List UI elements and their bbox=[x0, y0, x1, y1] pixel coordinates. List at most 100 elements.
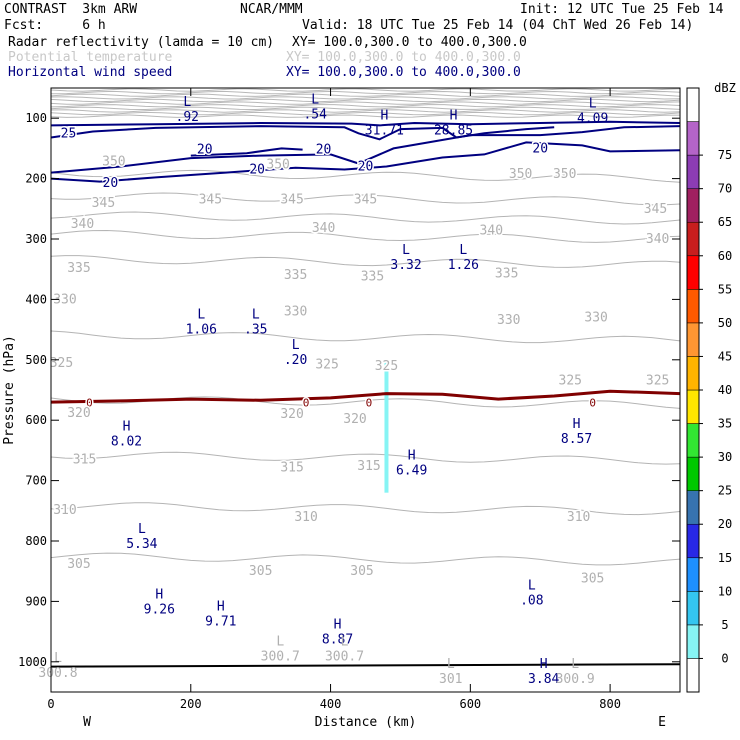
theta-contour-label: 345 bbox=[92, 196, 115, 211]
extremum-value: 1.06 bbox=[186, 323, 217, 338]
ground-line bbox=[50, 663, 681, 668]
theta-contour-label: 310 bbox=[294, 510, 317, 525]
extremum-value: .54 bbox=[303, 108, 327, 123]
colorbar-label: 75 bbox=[718, 148, 732, 162]
wind-contour bbox=[50, 141, 681, 183]
extremum-marker: L bbox=[292, 338, 300, 353]
wind-contour-label: 20 bbox=[316, 143, 332, 158]
extremum-marker: L bbox=[197, 308, 205, 323]
extremum-marker: L bbox=[252, 308, 260, 323]
wind-contour-label: 20 bbox=[532, 141, 548, 156]
colorbar-segment bbox=[686, 658, 700, 693]
extremum-value: 28.85 bbox=[434, 123, 473, 138]
colorbar-segment bbox=[686, 154, 700, 189]
theta-contour-upper bbox=[50, 90, 681, 95]
y-tick-label: 100 bbox=[25, 111, 47, 125]
y-tick-label: 600 bbox=[25, 413, 47, 427]
theta-contour bbox=[50, 502, 681, 516]
zero-contour bbox=[50, 389, 681, 404]
y-tick-label: 800 bbox=[25, 534, 47, 548]
theta-contour-label: 315 bbox=[357, 459, 380, 474]
theta-contour-label: 350 bbox=[553, 167, 576, 182]
theta-contour-label: 340 bbox=[480, 224, 503, 239]
colorbar-segment bbox=[686, 121, 700, 156]
valid-time: Valid: 18 UTC Tue 25 Feb 14 (04 ChT Wed … bbox=[302, 18, 694, 33]
theta-contour bbox=[50, 229, 681, 243]
theta-contour bbox=[50, 169, 681, 183]
extremum-value: .92 bbox=[176, 110, 199, 125]
theta-contour-label: 340 bbox=[312, 221, 335, 236]
extremum-marker: L bbox=[276, 634, 284, 649]
wind-contour-label: 20 bbox=[249, 163, 265, 178]
plot-frame bbox=[50, 87, 681, 693]
extremum-marker: L bbox=[341, 634, 349, 649]
theta-contour-label: 345 bbox=[354, 193, 377, 208]
theta-contour-label: 305 bbox=[581, 571, 604, 586]
extremum-value: 1.26 bbox=[448, 258, 479, 273]
extremum-value: 31.71 bbox=[365, 123, 404, 138]
extremum-value: 5.34 bbox=[126, 537, 157, 552]
extremum-value: 8.87 bbox=[322, 633, 353, 648]
theta-contour-upper bbox=[50, 114, 681, 118]
extremum-value: 8.02 bbox=[111, 434, 142, 449]
theta-contour-upper bbox=[50, 98, 681, 103]
theta-contour bbox=[50, 255, 681, 268]
extremum-value: 3.84 bbox=[528, 672, 559, 687]
theta-contour-upper bbox=[50, 111, 681, 116]
extremum-value: 300.9 bbox=[556, 672, 595, 687]
theta-contour-upper bbox=[50, 96, 681, 100]
extremum-value: 300.8 bbox=[38, 666, 77, 681]
colorbar-segment bbox=[686, 356, 700, 391]
extremum-marker: H bbox=[217, 599, 225, 614]
forecast-hour: Fcst: 6 h bbox=[4, 18, 106, 33]
colorbar-segment bbox=[686, 456, 700, 491]
theta-contour-label: 345 bbox=[644, 202, 667, 217]
extremum-marker: H bbox=[408, 448, 416, 463]
colorbar-segment bbox=[686, 255, 700, 290]
theta-contour bbox=[50, 211, 681, 225]
wind-contour bbox=[190, 147, 303, 157]
field-3-xy: XY= 100.0,300.0 to 400.0,300.0 bbox=[286, 65, 521, 80]
x-tick-label: 200 bbox=[180, 697, 202, 711]
model-title: CONTRAST 3km ARW bbox=[4, 2, 138, 17]
extremum-value: 8.57 bbox=[561, 432, 592, 447]
init-time: Init: 12 UTC Tue 25 Feb 14 bbox=[520, 2, 724, 17]
colorbar-segment bbox=[686, 87, 700, 122]
theta-contour bbox=[50, 451, 681, 465]
theta-contour-upper bbox=[50, 109, 681, 113]
extremum-marker: L bbox=[54, 651, 62, 666]
extremum-marker: L bbox=[528, 578, 536, 593]
x-axis-label: Distance (km) bbox=[315, 715, 417, 730]
x-tick-label: 800 bbox=[599, 697, 621, 711]
wind-contour-label: 25 bbox=[61, 126, 77, 141]
theta-contour-label: 335 bbox=[495, 266, 518, 281]
colorbar-segment bbox=[686, 389, 700, 424]
colorbar-segment bbox=[686, 423, 700, 458]
theta-contour-label: 305 bbox=[67, 557, 90, 572]
y-tick-label: 200 bbox=[25, 172, 47, 186]
theta-contour bbox=[50, 330, 681, 344]
theta-contour-label: 345 bbox=[199, 193, 222, 208]
colorbar-label: 40 bbox=[718, 383, 732, 397]
extremum-marker: H bbox=[540, 657, 548, 672]
theta-contour-label: 330 bbox=[584, 311, 607, 326]
extremum-value: .20 bbox=[284, 353, 307, 368]
extremum-marker: L bbox=[447, 657, 455, 672]
colorbar-label: 20 bbox=[718, 517, 732, 531]
extremum-value: 4.09 bbox=[577, 111, 608, 126]
colorbar-label: 50 bbox=[718, 316, 732, 330]
extremum-marker: H bbox=[155, 587, 163, 602]
extremum-value: 9.26 bbox=[144, 602, 175, 617]
theta-contour-upper bbox=[50, 104, 681, 108]
theta-contour-label: 340 bbox=[646, 232, 669, 247]
theta-contour-label: 335 bbox=[361, 269, 384, 284]
reflectivity-core bbox=[384, 362, 389, 493]
colorbar-label: 25 bbox=[718, 484, 732, 498]
field-1-name: Radar reflectivity (lamda = 10 cm) bbox=[8, 35, 275, 50]
org-label: NCAR/MMM bbox=[240, 2, 303, 17]
zero-contour-label: 0 bbox=[86, 397, 93, 410]
extremum-marker: L bbox=[138, 522, 146, 537]
theta-contour-upper bbox=[50, 88, 681, 92]
theta-contour-label: 325 bbox=[50, 356, 73, 371]
colorbar-segment bbox=[686, 591, 700, 626]
